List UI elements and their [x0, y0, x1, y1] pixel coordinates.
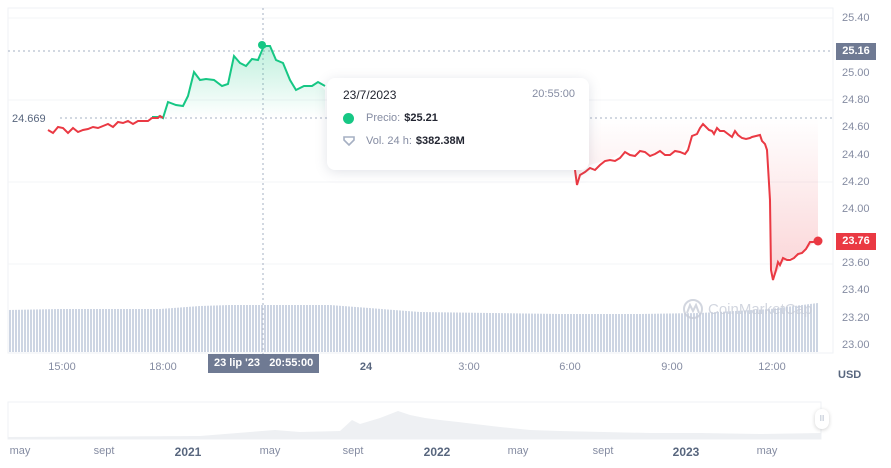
tooltip-time: 20:55:00	[532, 88, 575, 100]
price-area-down	[575, 118, 818, 280]
tooltip-volume-label: Vol. 24 h:	[366, 135, 412, 147]
x-tick: 12:00	[758, 361, 786, 373]
price-line-down-right	[574, 122, 819, 281]
y-tick: 23.60	[842, 257, 870, 269]
y-tick: 25.40	[842, 12, 870, 24]
tooltip-price-row: Precio: $25.21	[343, 112, 438, 124]
reference-line-label: 24.669	[12, 113, 46, 125]
price-area-up	[155, 45, 325, 118]
navigator-tick: 2022	[423, 445, 451, 459]
current-price-tag: 23.76	[836, 233, 876, 250]
navigator-area[interactable]	[8, 411, 821, 439]
price-tooltip: 23/7/2023 20:55:00 Precio: $25.21 Vol. 2…	[327, 78, 589, 170]
navigator-tick: sept	[592, 445, 614, 457]
price-line-up	[152, 45, 326, 120]
plot-frame	[7, 7, 834, 354]
price-line-down-left	[47, 114, 164, 135]
navigator-range-handle[interactable]: II	[815, 409, 829, 429]
hover-point-dot	[258, 41, 266, 49]
navigator-tick: sept	[93, 445, 115, 457]
y-tick: 24.60	[842, 121, 870, 133]
crosshair-price-tag: 25.16	[836, 43, 876, 60]
y-tick: 24.00	[842, 203, 870, 215]
tooltip-volume-row: Vol. 24 h: $382.38M	[343, 135, 465, 147]
tooltip-price-label: Precio:	[366, 112, 401, 124]
x-tick: 24	[359, 361, 373, 373]
y-tick: 23.40	[842, 284, 870, 296]
x-tick: 18:00	[149, 361, 177, 373]
y-tick: 25.00	[842, 67, 870, 79]
volume-bars	[8, 303, 818, 352]
tooltip-volume-value: $382.38M	[415, 135, 465, 147]
y-tick: 24.40	[842, 149, 870, 161]
y-tick: 23.20	[842, 312, 870, 324]
coinmarketcap-logo-icon	[683, 299, 703, 319]
grid-lines	[8, 17, 833, 265]
current-price-dot	[813, 236, 823, 246]
y-tick: 24.20	[842, 176, 870, 188]
price-dot-icon	[343, 112, 354, 124]
y-tick: 23.00	[842, 339, 870, 351]
navigator-tick: may	[259, 445, 281, 457]
x-tick: 6:00	[559, 361, 581, 373]
currency-label: USD	[838, 369, 862, 381]
navigator-tick: may	[9, 445, 31, 457]
tooltip-date: 23/7/2023	[343, 88, 397, 102]
crosshair-time-tag: 23 lip '23 20:55:00	[208, 354, 320, 373]
volume-shield-icon	[343, 136, 355, 146]
x-tick: 15:00	[48, 361, 76, 373]
y-tick: 24.80	[842, 94, 870, 106]
navigator-tick: may	[756, 445, 778, 457]
watermark: CoinMarketCap	[682, 298, 812, 320]
x-tick: 9:00	[661, 361, 683, 373]
navigator-tick: 2023	[672, 445, 700, 459]
tooltip-price-value: $25.21	[404, 112, 438, 124]
navigator-tick: sept	[342, 445, 364, 457]
navigator-tick: 2021	[174, 445, 202, 459]
navigator-tick: may	[507, 445, 529, 457]
watermark-text: CoinMarketCap	[708, 300, 813, 318]
x-tick: 3:00	[458, 361, 480, 373]
